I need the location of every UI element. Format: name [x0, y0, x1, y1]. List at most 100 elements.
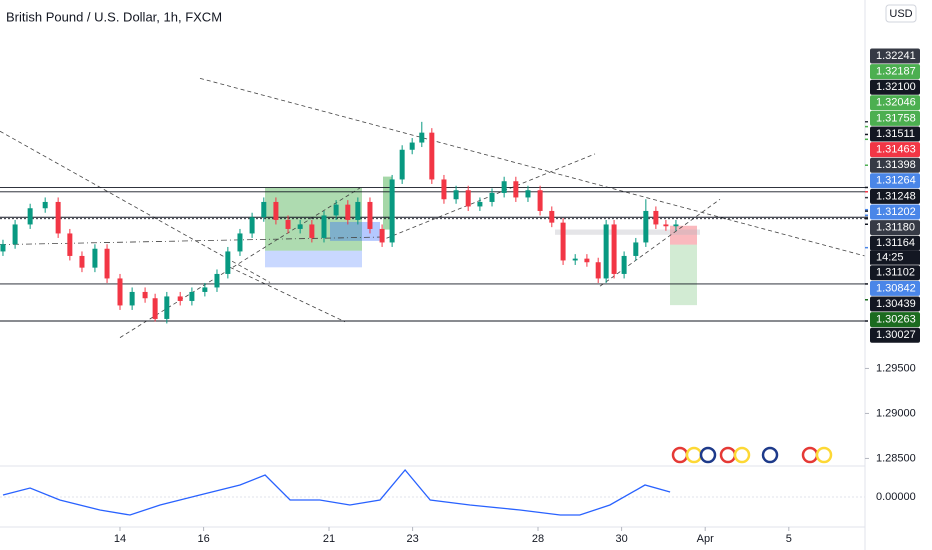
candle-body [560, 222, 566, 261]
price-tag-label: 1.31463 [876, 144, 916, 156]
candle-body [603, 224, 609, 279]
price-tag-label: 1.32187 [876, 66, 916, 78]
x-tick-label: 16 [197, 533, 209, 545]
candle-body [27, 208, 33, 225]
x-tick-label: 21 [323, 533, 335, 545]
trend-line [599, 198, 721, 287]
candle-body [429, 132, 435, 180]
price-tag [870, 327, 920, 343]
drawing-box [330, 221, 380, 241]
candle-body [214, 273, 220, 288]
candle-body [152, 298, 158, 319]
price-tag [870, 280, 920, 296]
price-tag [870, 173, 920, 189]
candle-body [333, 204, 339, 216]
trend-line [199, 77, 866, 257]
currency-button[interactable] [885, 4, 917, 23]
candle-body [399, 149, 405, 180]
candle-body [104, 248, 110, 279]
drawing-box [670, 225, 697, 245]
candle-body [225, 251, 231, 274]
candle-body [584, 258, 590, 263]
price-tag [870, 157, 920, 173]
candle-body [189, 291, 195, 301]
candle-body [0, 244, 6, 252]
price-tag [870, 142, 920, 158]
candle-body [297, 224, 303, 229]
price-tag [870, 64, 920, 80]
drawing-box [670, 244, 697, 306]
trend-line [379, 153, 596, 242]
candle-body [419, 132, 425, 143]
price-tag-label: 1.30027 [876, 329, 916, 341]
event-flag [815, 446, 833, 464]
candle-body [345, 204, 351, 220]
price-tag-label: 1.32100 [876, 81, 916, 93]
candle-body [309, 224, 315, 238]
x-tick-label: 28 [532, 533, 544, 545]
price-tag-label: 1.31758 [876, 112, 916, 124]
candle-body [92, 248, 98, 268]
candle-body [273, 201, 279, 220]
trend-line [119, 187, 361, 338]
candle-body [164, 296, 170, 319]
candle-body [261, 201, 267, 218]
trend-line [0, 236, 381, 246]
price-tag [870, 296, 920, 312]
macd-line [2, 468, 671, 516]
x-tick-label: Apr [697, 533, 714, 545]
candle-body [643, 210, 649, 243]
x-tick-label: 14 [114, 533, 126, 545]
event-flag [719, 446, 737, 464]
candle-body [177, 296, 183, 301]
trend-line [229, 266, 346, 323]
price-tag-label: 1.31511 [876, 128, 915, 140]
price-tag [870, 312, 920, 328]
candle-body [389, 179, 395, 243]
price-tag-label: 1.32241 [876, 50, 916, 62]
candle-body [663, 224, 669, 227]
candle-body [237, 233, 243, 252]
candle-body [12, 224, 18, 245]
price-tag [870, 110, 920, 126]
candle-body [55, 201, 61, 234]
price-tag [870, 235, 920, 251]
candle-body [285, 219, 291, 229]
countdown-label: 14:25 [876, 252, 904, 264]
price-tag-label: 1.30263 [876, 314, 916, 326]
price-tag-label: 1.31398 [876, 159, 916, 171]
price-tag [870, 126, 920, 142]
price-tag-label: 1.31202 [876, 206, 916, 218]
candle-body [633, 242, 639, 256]
countdown-tag [870, 250, 920, 265]
candle-body [525, 190, 531, 198]
y-tick-label: 1.29500 [876, 362, 916, 374]
candle-body [465, 190, 471, 207]
price-tag [870, 220, 920, 236]
candle-body [477, 201, 483, 207]
candle-body [653, 210, 659, 225]
chart-title: British Pound / U.S. Dollar, 1h, FXCM [6, 9, 222, 24]
event-flag [801, 446, 819, 464]
candle-body [441, 179, 447, 200]
price-tag [870, 79, 920, 95]
candle-body [501, 181, 507, 193]
price-tag-label: 1.31102 [876, 267, 915, 279]
macd-tick-label: 0.00000 [876, 491, 916, 503]
candle-body [572, 258, 578, 261]
price-tag-label: 1.31164 [876, 237, 915, 249]
y-tick-label: 1.29000 [876, 407, 916, 419]
price-tag-label: 1.30842 [876, 282, 916, 294]
price-tag-label: 1.31180 [876, 222, 915, 234]
currency-label[interactable]: USD [889, 8, 912, 20]
candle-body [453, 190, 459, 200]
drawing-box [383, 176, 392, 230]
candle-body [202, 287, 208, 292]
candle-body [129, 291, 135, 306]
price-tag [870, 204, 920, 220]
candle-body [595, 262, 601, 279]
candle-body [489, 192, 495, 202]
candle-body [67, 233, 73, 256]
